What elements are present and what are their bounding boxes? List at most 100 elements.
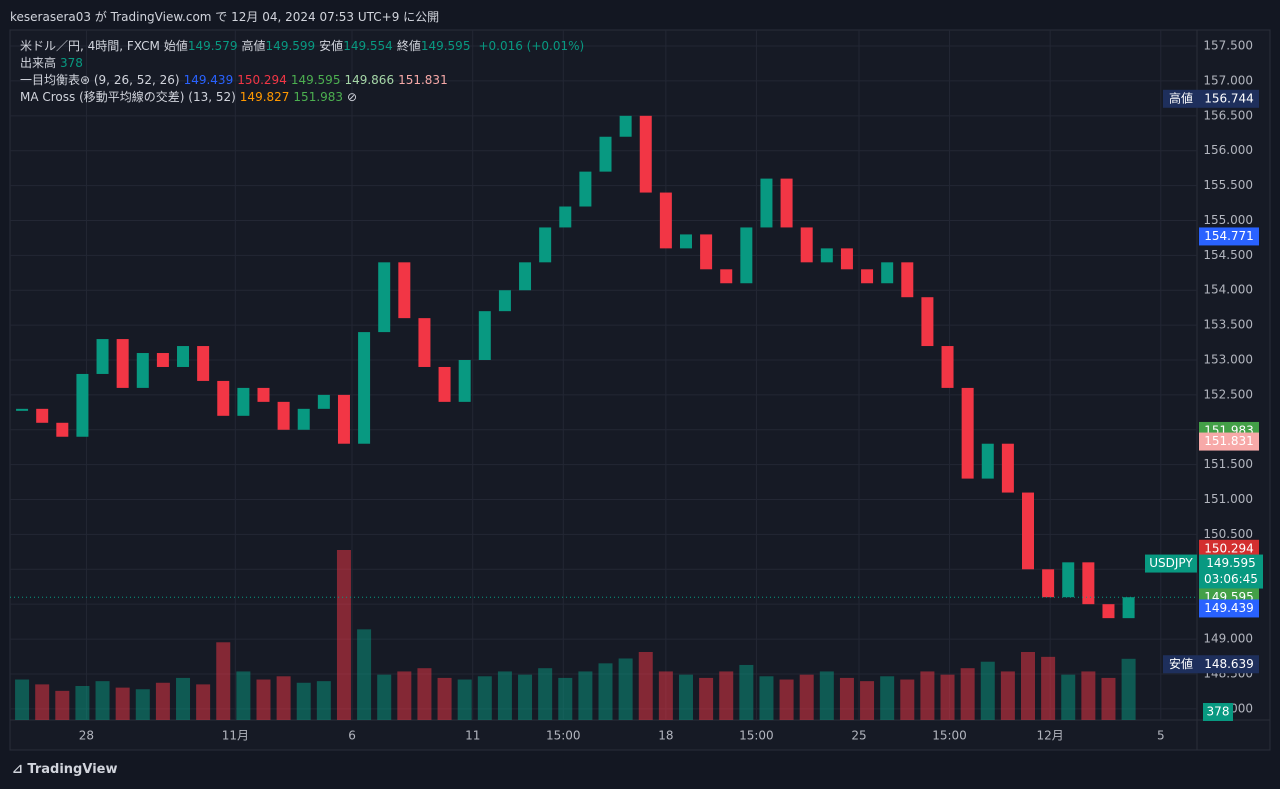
candle [559, 206, 572, 228]
indicator-value: 149.439 [183, 73, 234, 87]
volume-bar [397, 671, 412, 720]
price-tag [1199, 432, 1259, 451]
indicator-value: 149.827 [239, 90, 290, 104]
x-tick-label: 11月 [222, 729, 249, 743]
ohlc-value: 149.595 [420, 39, 471, 53]
candle [981, 443, 994, 479]
countdown: 03:06:45 [1204, 572, 1258, 586]
price-tag-text: 150.294 [1204, 541, 1254, 555]
volume-bar [55, 690, 70, 720]
price-tag [1199, 539, 1259, 558]
candle [639, 115, 652, 193]
brand: ⊿ TradingView [12, 762, 118, 777]
candle [136, 353, 149, 388]
price-tag [1199, 89, 1259, 108]
volume-bar [196, 684, 211, 720]
candle [1102, 604, 1115, 619]
candle [458, 360, 471, 402]
x-tick-label: 5 [1157, 729, 1165, 743]
publish-info: keserasera03 が TradingView.com で 12月 04,… [10, 10, 440, 24]
volume-bar [658, 671, 673, 720]
candle [740, 227, 753, 284]
candle [519, 262, 532, 291]
indicator-name: 一目均衡表⊛ (9, 26, 52, 26) [20, 73, 180, 87]
ohlc-value: 149.554 [343, 39, 393, 53]
volume-bar [357, 629, 372, 720]
legend-row: MA Cross (移動平均線の交差) (13, 52) 149.827 151.9… [20, 89, 588, 106]
y-tick-label: 151.500 [1203, 457, 1253, 471]
volume-bar [296, 682, 311, 720]
tag-label: 安値 [1169, 656, 1193, 671]
volume-bar [880, 676, 895, 720]
candle [599, 136, 612, 172]
volume-value: 378 [60, 56, 83, 70]
candle [96, 339, 109, 374]
legend-row: 米ドル／円, 4時間, FXCM 始値149.579 高値149.599 安値149.… [20, 38, 588, 55]
y-tick-label: 155.000 [1203, 213, 1253, 227]
candle [297, 408, 310, 430]
candle [820, 248, 833, 263]
volume-bar [839, 677, 854, 720]
indicator-value: 149.595 [290, 73, 341, 87]
candle [881, 262, 894, 284]
candle [498, 290, 511, 312]
volume-bar [75, 686, 90, 720]
candle [217, 380, 230, 416]
x-tick-label: 15:00 [546, 729, 581, 743]
candle [337, 394, 350, 444]
volume-bar [940, 674, 955, 720]
volume-bar [155, 682, 170, 720]
candle [1042, 569, 1055, 598]
candle [378, 262, 391, 333]
volume-bar [618, 658, 633, 720]
y-tick-label: 153.500 [1203, 318, 1253, 332]
volume-bar [135, 689, 150, 720]
y-tick-label: 156.000 [1203, 143, 1253, 157]
ohlc-label: 始値 [163, 39, 188, 53]
volume-bar [860, 681, 875, 720]
candle [1062, 562, 1075, 598]
volume-bar [35, 684, 50, 720]
y-tick-label: 153.000 [1203, 353, 1253, 367]
volume-label: 出来高 [20, 56, 57, 70]
volume-bar [759, 676, 774, 720]
ohlc-value: 149.579 [187, 39, 238, 53]
indicator-value: 151.831 [398, 73, 448, 87]
candle [861, 269, 874, 284]
tag-label-bg [1163, 655, 1199, 674]
volume-bar [598, 663, 613, 720]
tag-label-bg [1163, 89, 1199, 108]
legend-row: 出来高 378 [20, 55, 588, 72]
volume-bar [538, 668, 553, 720]
candle [539, 227, 552, 263]
price-tag-text: 149.595 [1206, 556, 1256, 570]
volume-bar [578, 671, 593, 720]
candle [1122, 597, 1135, 619]
candle [76, 373, 89, 437]
candle [56, 422, 69, 437]
candle [780, 178, 793, 228]
candle [237, 387, 250, 416]
candle [760, 178, 773, 228]
candle [579, 171, 592, 207]
indicator-value: 149.866 [344, 73, 395, 87]
volume-bar [176, 677, 191, 720]
candle [901, 262, 914, 298]
y-tick-label: 157.500 [1203, 39, 1253, 53]
y-tick-label: 150.500 [1203, 527, 1253, 541]
candle [800, 227, 813, 263]
candle [156, 353, 169, 367]
volume-bar [417, 668, 432, 720]
candle [1022, 492, 1035, 570]
candle [257, 387, 270, 402]
volume-bar [1101, 677, 1116, 720]
brand-text: TradingView [27, 762, 118, 777]
volume-bar [1041, 656, 1056, 720]
volume-bar [336, 550, 351, 720]
symbol-tag [1145, 554, 1197, 573]
volume-bar [1021, 652, 1036, 720]
symbol: 米ドル／円, 4時間, FXCM [20, 39, 160, 53]
candle [840, 248, 853, 270]
y-tick-label: 155.500 [1203, 178, 1253, 192]
